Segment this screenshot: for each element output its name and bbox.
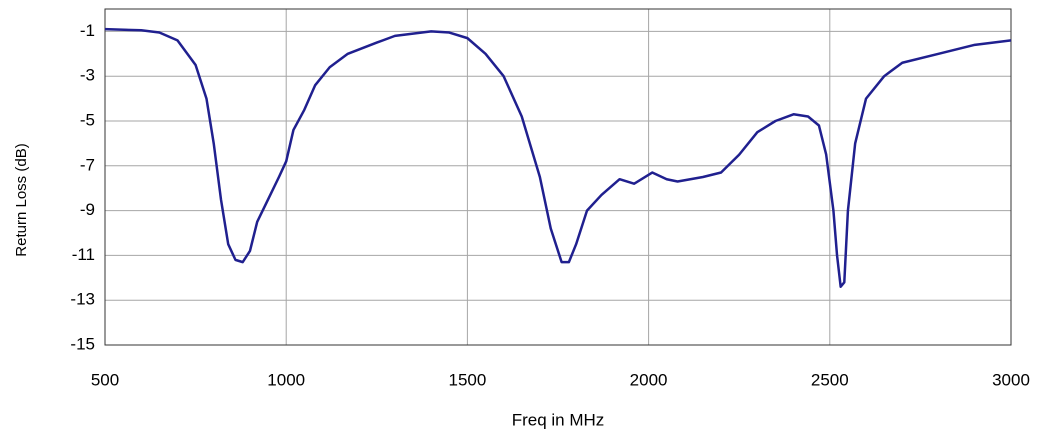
plot-border [104, 8, 1012, 346]
x-tick-label: 2000 [630, 370, 668, 389]
series-line [104, 27, 1012, 289]
x-tick-label: 1500 [448, 370, 486, 389]
y-tick-label: -15 [70, 334, 95, 353]
y-tick-label: -7 [80, 155, 95, 174]
y-tick-label: -5 [80, 110, 95, 129]
x-tick-label: 3000 [992, 370, 1030, 389]
y-tick-label: -11 [72, 245, 95, 264]
x-tick-label: 2500 [811, 370, 849, 389]
x-tick-label: 1000 [267, 370, 305, 389]
y-tick-label: -13 [70, 290, 95, 309]
y-tick-label: -9 [80, 200, 95, 219]
y-axis-label: Return Loss (dB) [13, 143, 30, 256]
y-tick-label: -1 [80, 21, 95, 40]
y-tick-label: -3 [80, 66, 95, 85]
x-axis-label: Freq in MHz [512, 410, 605, 429]
x-tick-label: 500 [91, 370, 119, 389]
